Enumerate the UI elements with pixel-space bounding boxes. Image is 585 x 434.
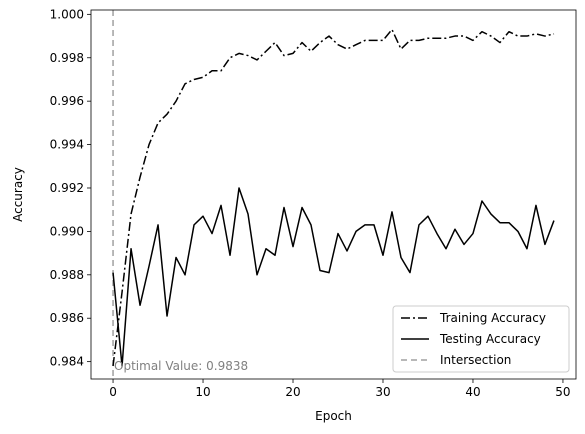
x-tick-label: 0 (109, 385, 117, 399)
legend-box (392, 305, 570, 373)
x-axis-label: Epoch (315, 409, 352, 423)
y-tick-label: 0.984 (50, 355, 84, 369)
plot-frame (90, 9, 577, 380)
y-tick-label: 0.986 (50, 311, 84, 325)
x-tick-label: 50 (555, 385, 570, 399)
x-tick-label: 10 (195, 385, 210, 399)
testing-accuracy-line (112, 187, 555, 367)
y-tick-label: 0.998 (50, 51, 84, 65)
x-tick-label: 30 (375, 385, 390, 399)
y-tick-label: 0.996 (50, 94, 84, 108)
legend: Training Accuracy Testing Accuracy Interse… (392, 305, 570, 373)
training-accuracy-line (112, 28, 555, 367)
y-axis-label: Accuracy (11, 167, 25, 222)
y-tick-label: 0.990 (50, 224, 84, 238)
x-tick-label: 20 (285, 385, 300, 399)
y-tick-label: 1.000 (50, 7, 84, 21)
plot-area (112, 10, 555, 379)
axes: 0 10 20 30 40 50 0.984 0.986 0.988 0.990 0.992 0.99… (50, 7, 577, 399)
optimal-value-annotation: Optimal Value: 0.9838 (114, 359, 248, 373)
y-tick-label: 0.994 (50, 138, 84, 152)
y-tick-label: 0.988 (50, 268, 84, 282)
legend-label-training-accuracy: Training Accuracy (439, 311, 546, 325)
legend-label-intersection: Intersection (440, 353, 511, 367)
x-tick-label: 40 (465, 385, 480, 399)
y-tick-label: 0.992 (50, 181, 84, 195)
legend-label-testing-accuracy: Testing Accuracy (439, 332, 541, 346)
